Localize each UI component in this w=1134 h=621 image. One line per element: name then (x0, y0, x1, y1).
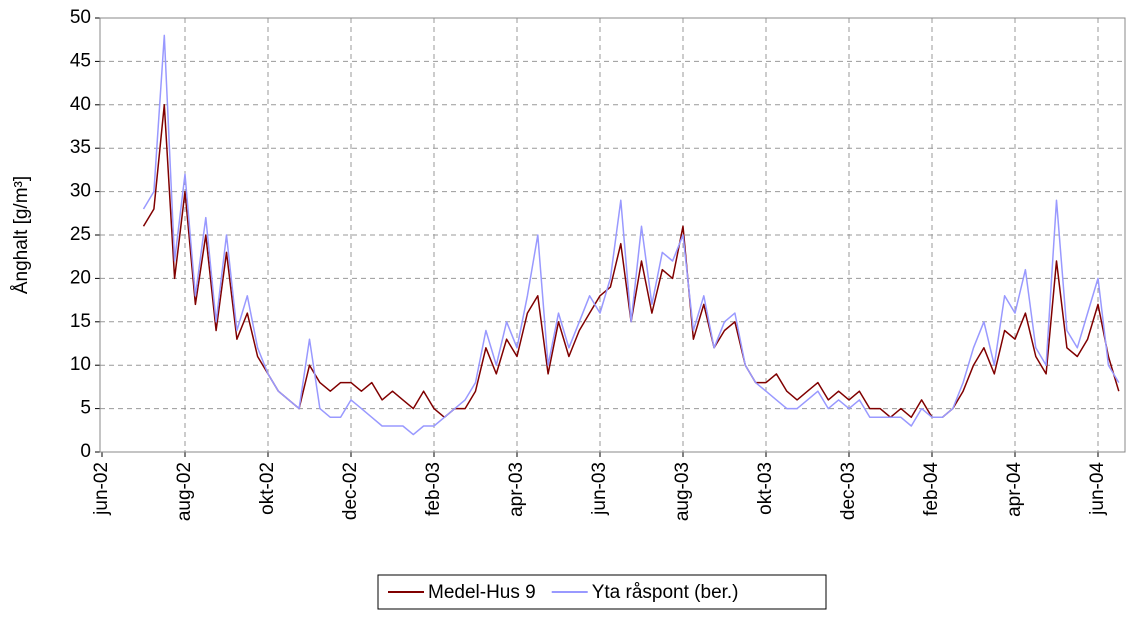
x-tick-label: feb-04 (921, 462, 942, 516)
y-tick-label: 30 (70, 181, 91, 202)
y-tick-label: 20 (70, 267, 91, 288)
x-tick-label: okt-03 (755, 462, 776, 515)
legend (377, 574, 827, 610)
x-tick-label: aug-03 (672, 462, 693, 521)
y-tick-label: 10 (70, 354, 91, 375)
x-tick-label: feb-03 (423, 462, 444, 516)
x-tick-label: jun-03 (589, 462, 610, 516)
y-tick-label: 0 (80, 441, 91, 462)
y-tick-label: 45 (70, 50, 91, 71)
x-tick-label: dec-03 (838, 462, 859, 520)
x-tick-label: aug-02 (174, 462, 195, 521)
x-tick-label: apr-03 (506, 462, 527, 517)
x-tick-label: apr-04 (1004, 462, 1025, 517)
plot-border (99, 17, 1126, 453)
y-tick-label: 40 (70, 94, 91, 115)
x-tick-label: dec-02 (340, 462, 361, 520)
y-tick-label: 25 (70, 224, 91, 245)
x-tick-label: okt-02 (257, 462, 278, 515)
legend-label: Medel-Hus 9 (428, 582, 536, 603)
legend-label: Yta råspont (ber.) (592, 582, 739, 603)
y-axis-label: Ånghalt [g/m³] (11, 176, 32, 294)
y-tick-label: 15 (70, 311, 91, 332)
x-tick-label: jun-02 (91, 462, 112, 516)
y-tick-label: 5 (80, 398, 91, 419)
x-tick-label: jun-04 (1087, 462, 1108, 516)
series-line (142, 34, 1120, 436)
y-tick-label: 35 (70, 137, 91, 158)
y-tick-label: 50 (70, 7, 91, 28)
